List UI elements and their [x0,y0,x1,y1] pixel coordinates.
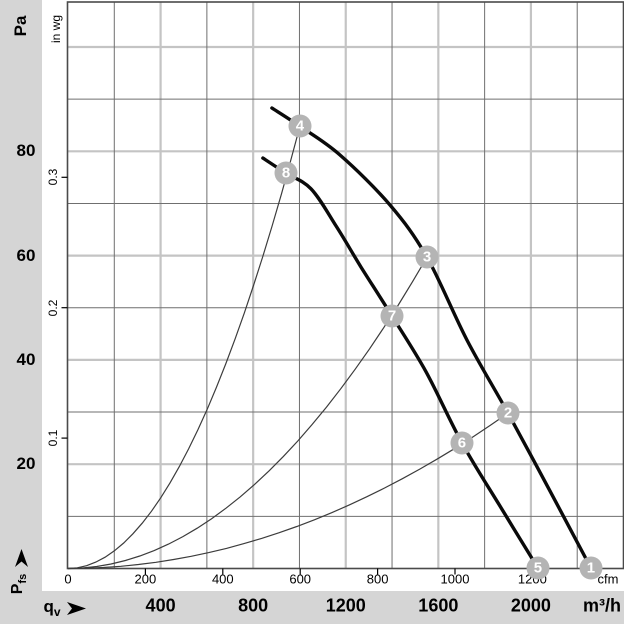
qv-symbol: q [43,596,54,616]
chart-panel [42,0,624,591]
cfm-unit-label: cfm [597,571,619,587]
x-axis-title-qv: qv [43,597,60,619]
qv-subscript: v [53,605,61,620]
m3h-unit-label: m³/h [583,595,621,616]
system-characteristic-curve [67,126,301,570]
right-arrow-icon [67,602,86,615]
system-characteristic-curve [67,256,428,570]
fan-curve [270,106,593,570]
system-characteristic-curve [67,412,509,570]
fan-curve [261,156,540,570]
up-arrow-icon [15,549,28,567]
